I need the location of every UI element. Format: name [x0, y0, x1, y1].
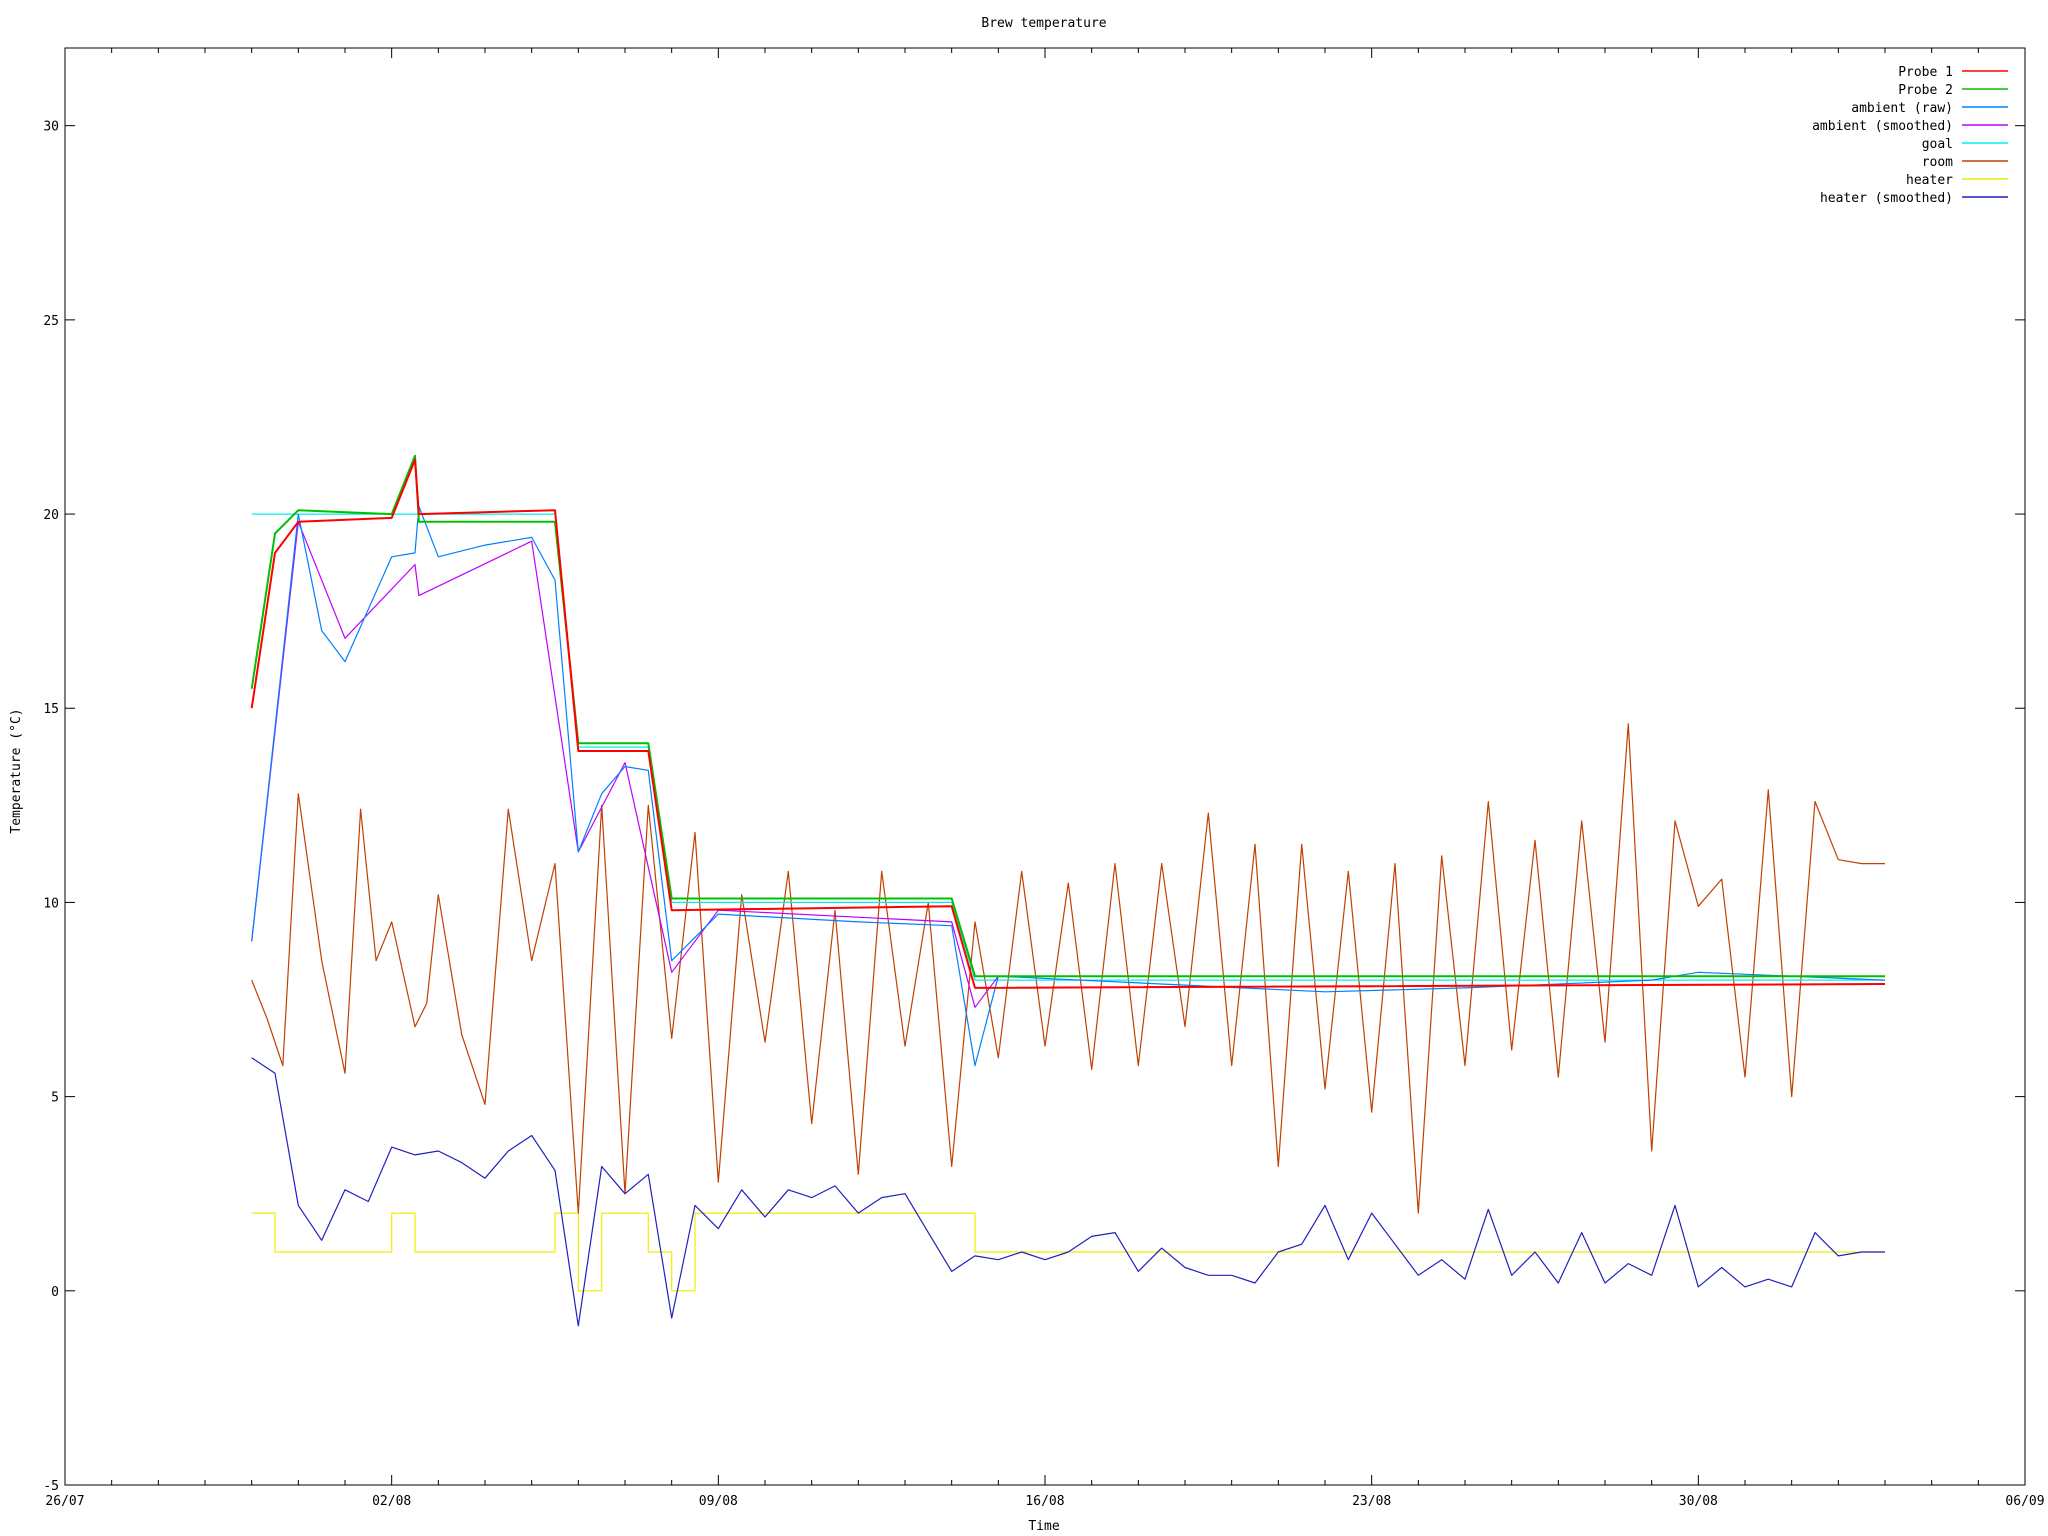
y-tick-label: 5: [51, 1091, 59, 1106]
legend: Probe 1 Probe 2 ambient (raw) ambient (smoo…: [1812, 65, 2008, 206]
x-tick-label: 09/08: [699, 1494, 738, 1509]
y-tick-label: 15: [43, 702, 59, 717]
legend-label: ambient (smoothed): [1812, 119, 1953, 134]
series-layer: [250, 454, 1886, 1327]
y-tick-label: -5: [43, 1479, 59, 1494]
y-tick-label: 30: [43, 120, 59, 135]
y-tick-label: 0: [51, 1285, 59, 1300]
series-line-probe1: [250, 458, 1886, 989]
series-line-room: [251, 723, 1885, 1214]
x-tick-label: 30/08: [1679, 1494, 1718, 1509]
series-line-heater: [251, 1212, 1885, 1292]
series-line-heater-smoothed: [251, 1057, 1885, 1327]
legend-label: Probe 1: [1898, 65, 1953, 80]
x-tick-label: 02/08: [372, 1494, 411, 1509]
x-tick-label: 06/09: [2005, 1494, 2044, 1509]
x-tick-label: 16/08: [1025, 1494, 1064, 1509]
y-tick-label: 10: [43, 896, 59, 911]
legend-label: ambient (raw): [1851, 101, 1953, 116]
x-tick-label: 26/07: [45, 1494, 84, 1509]
y-tick-label: 25: [43, 314, 59, 329]
series-line-goal: [251, 513, 1885, 981]
chart-title: Brew temperature: [981, 16, 1106, 31]
plot-frame: [64, 47, 2026, 1486]
legend-label: Probe 2: [1898, 83, 1953, 98]
legend-label: goal: [1922, 137, 1953, 152]
series-line-ambient-smoothed: [251, 521, 1885, 1008]
y-axis-label: Temperature (°C): [9, 708, 24, 833]
series-line-ambient-raw: [251, 505, 1886, 1067]
legend-label: heater: [1906, 173, 1953, 188]
x-tick-label: 23/08: [1352, 1494, 1391, 1509]
series-line-probe2: [250, 454, 1885, 978]
plot-axes: -5 0 5 10 15 20 25 30 26/07 02/08 09/08 16/08 23/08 3…: [43, 47, 2045, 1509]
x-axis-label: Time: [1028, 1519, 1059, 1534]
legend-label: room: [1922, 155, 1953, 170]
y-tick-label: 20: [43, 508, 59, 523]
legend-label: heater (smoothed): [1820, 191, 1953, 206]
